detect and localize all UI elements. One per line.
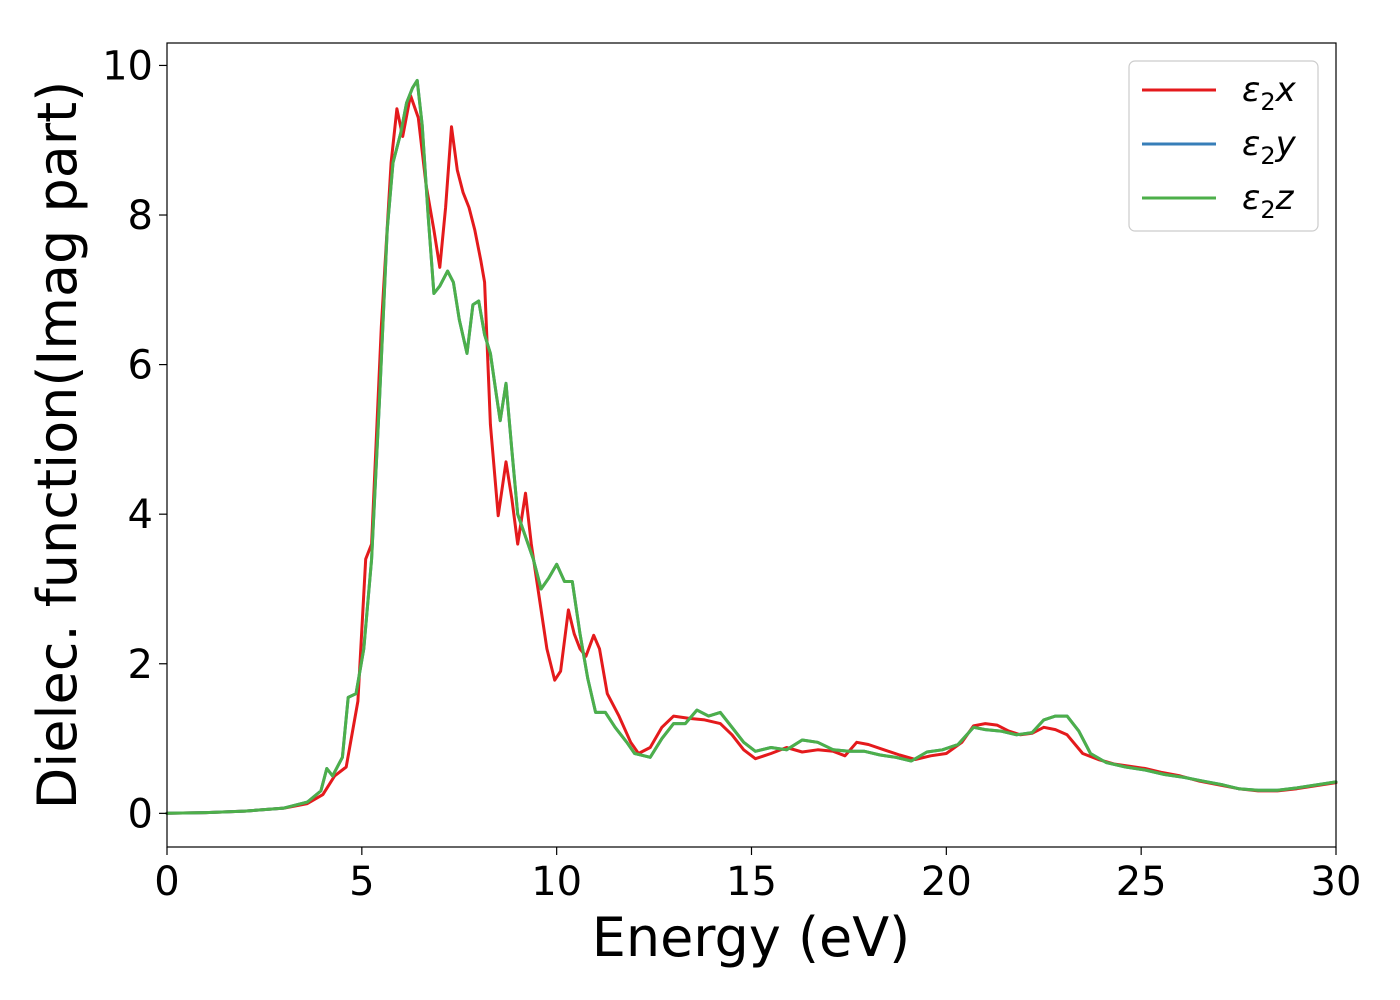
legend-label-y: ε2y bbox=[1242, 124, 1297, 170]
x-tick-label: 0 bbox=[154, 859, 179, 905]
legend-label-subscript: 2 bbox=[1260, 88, 1275, 116]
x-tick-label: 30 bbox=[1311, 859, 1362, 905]
legend-label-base: ε bbox=[1242, 70, 1260, 110]
legend-label-subscript: 2 bbox=[1260, 196, 1275, 224]
y-tick-label: 2 bbox=[128, 642, 153, 688]
x-axis-ticks: 0 5 10 15 20 25 30 bbox=[154, 847, 1361, 905]
series-line-z bbox=[165, 78, 1338, 815]
x-tick-label: 15 bbox=[726, 859, 777, 905]
legend-box bbox=[1128, 60, 1319, 232]
legend-label-subscript: 2 bbox=[1260, 142, 1275, 170]
series-layer bbox=[165, 78, 1338, 815]
y-axis-label: Dielec. function(Imag part) bbox=[26, 81, 89, 810]
x-tick-label: 5 bbox=[349, 859, 374, 905]
y-tick-label: 0 bbox=[128, 791, 153, 837]
y-tick-label: 6 bbox=[128, 343, 153, 389]
x-tick-label: 10 bbox=[531, 859, 582, 905]
x-tick-label: 25 bbox=[1116, 859, 1167, 905]
legend-label-base: ε bbox=[1242, 124, 1260, 164]
legend-label-z: ε2z bbox=[1242, 178, 1295, 224]
y-tick-label: 10 bbox=[102, 43, 153, 89]
x-axis-label: Energy (eV) bbox=[592, 906, 911, 969]
legend-label-x: ε2x bbox=[1242, 70, 1297, 116]
y-tick-label: 4 bbox=[128, 492, 153, 538]
y-axis-ticks: 0 2 4 6 8 10 bbox=[102, 43, 167, 837]
legend-label-suffix: x bbox=[1275, 70, 1297, 110]
x-tick-label: 20 bbox=[921, 859, 972, 905]
legend-label-suffix: y bbox=[1275, 124, 1297, 164]
series-line-x bbox=[165, 93, 1338, 815]
legend-label-base: ε bbox=[1242, 178, 1260, 218]
legend-label-suffix: z bbox=[1275, 178, 1295, 218]
y-tick-label: 8 bbox=[128, 193, 153, 239]
